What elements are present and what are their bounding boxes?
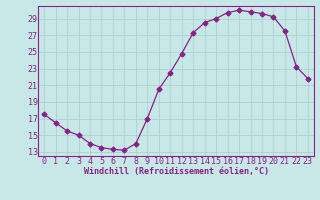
X-axis label: Windchill (Refroidissement éolien,°C): Windchill (Refroidissement éolien,°C) [84,167,268,176]
